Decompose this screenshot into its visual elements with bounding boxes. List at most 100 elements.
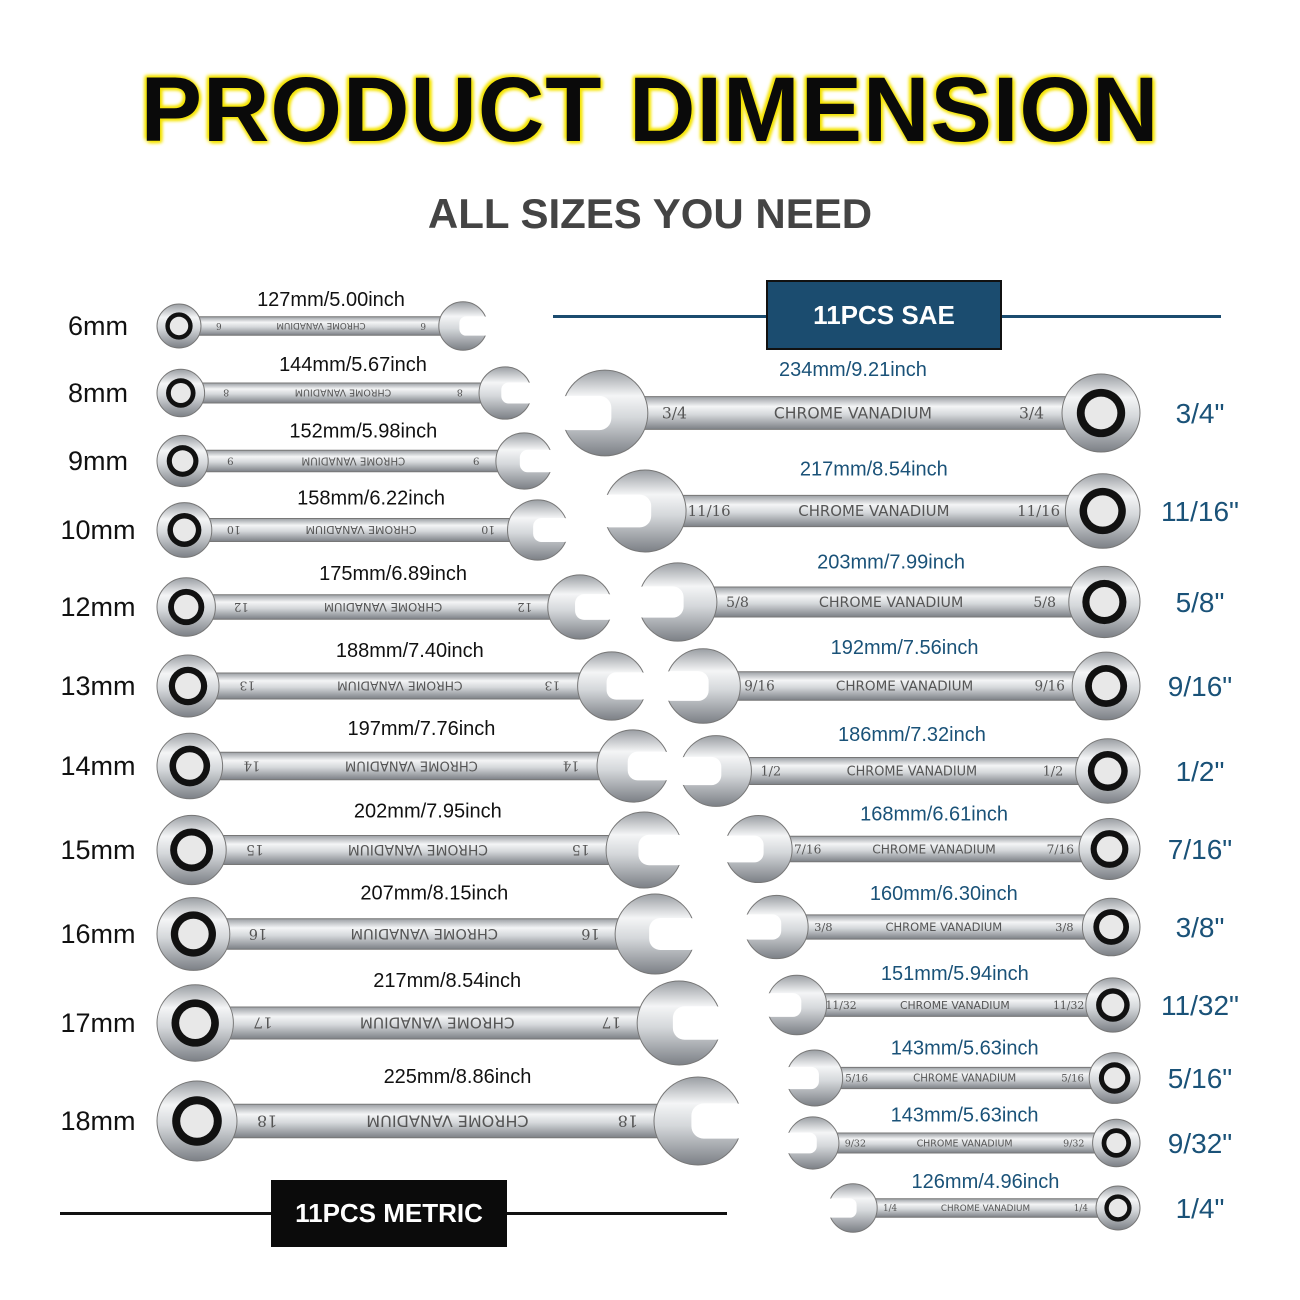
stamp-size: 13 bbox=[544, 679, 560, 694]
ring-inner bbox=[176, 752, 204, 780]
sae-wrench-9/32: CHROME VANADIUM 9/32 9/32 143mm/5.63inch 9/3… bbox=[782, 1104, 1232, 1170]
size-label: 1/2" bbox=[1176, 756, 1225, 787]
metric-wrench-9mm: CHROME VANADIUM 9 9 152mm/5.98inch 9mm bbox=[68, 420, 557, 490]
stamp-text: CHROME VANADIUM bbox=[348, 841, 488, 857]
open-end-jaw bbox=[533, 517, 573, 543]
ring-inner bbox=[169, 316, 189, 336]
page-title: PRODUCT DIMENSION bbox=[140, 59, 1160, 161]
length-label: 151mm/5.94inch bbox=[881, 963, 1029, 985]
open-end-jaw bbox=[519, 449, 557, 473]
size-label: 9/32" bbox=[1168, 1128, 1232, 1159]
stamp-text: CHROME VANADIUM bbox=[900, 999, 1010, 1012]
stamp-size: 11/32 bbox=[825, 999, 856, 1012]
stamp-text: CHROME VANADIUM bbox=[366, 1111, 528, 1130]
stamp-size: 5/16 bbox=[1061, 1074, 1084, 1085]
length-label: 168mm/6.61inch bbox=[860, 804, 1008, 826]
stamp-size: 1/2 bbox=[1043, 765, 1064, 780]
ring-inner bbox=[171, 450, 194, 472]
sae-wrench-5/8: CHROME VANADIUM 5/8 5/8 203mm/7.99inch 5/8" bbox=[632, 551, 1225, 642]
ring-inner bbox=[1101, 993, 1125, 1017]
stamp-size: 14 bbox=[244, 757, 261, 772]
sae-wrench-11/32: CHROME VANADIUM 11/32 11/32 151mm/5.94inch 1… bbox=[762, 963, 1239, 1036]
stamp-size: 3/4 bbox=[662, 404, 687, 422]
sae-wrench-11/16: CHROME VANADIUM 11/16 11/16 217mm/8.54inch 1… bbox=[597, 459, 1239, 553]
open-end-jaw bbox=[782, 1066, 819, 1090]
ring-inner bbox=[1089, 587, 1120, 617]
open-end-jaw bbox=[660, 671, 709, 701]
stamp-text: CHROME VANADIUM bbox=[295, 387, 392, 398]
metric-wrench-12mm: CHROME VANADIUM 12 12 175mm/6.89inch 12mm bbox=[60, 563, 617, 640]
size-label: 11/16" bbox=[1161, 496, 1239, 527]
stamp-size: 16 bbox=[581, 925, 600, 942]
sae-wrench-1/4: CHROME VANADIUM 1/4 1/4 126mm/4.96inch 1/4" bbox=[825, 1171, 1224, 1233]
stamp-text: CHROME VANADIUM bbox=[360, 1014, 515, 1032]
ring-inner bbox=[1099, 914, 1124, 940]
stamp-text: CHROME VANADIUM bbox=[941, 1204, 1030, 1214]
stamp-text: CHROME VANADIUM bbox=[872, 842, 996, 856]
size-label: 9/16" bbox=[1168, 671, 1232, 702]
length-label: 143mm/5.63inch bbox=[891, 1104, 1039, 1126]
stamp-size: 8 bbox=[457, 387, 463, 398]
stamp-size: 7/16 bbox=[1047, 842, 1074, 856]
ring-inner bbox=[180, 1104, 214, 1138]
metric-set-badge: 11PCS METRIC bbox=[271, 1180, 507, 1247]
size-label: 10mm bbox=[60, 515, 135, 545]
length-label: 207mm/8.15inch bbox=[360, 883, 508, 905]
stamp-text: CHROME VANADIUM bbox=[345, 757, 478, 772]
stamp-text: CHROME VANADIUM bbox=[913, 1074, 1016, 1085]
stamp-size: 3/8 bbox=[814, 920, 833, 934]
length-label: 186mm/7.32inch bbox=[838, 724, 986, 746]
stamp-text: CHROME VANADIUM bbox=[847, 765, 978, 780]
length-label: 217mm/8.54inch bbox=[373, 970, 521, 992]
size-label: 5/16" bbox=[1168, 1063, 1232, 1094]
metric-wrench-16mm: CHROME VANADIUM 16 16 207mm/8.15inch 16mm bbox=[60, 883, 702, 975]
size-label: 13mm bbox=[60, 671, 135, 701]
stamp-size: 6 bbox=[420, 320, 426, 330]
ring-inner bbox=[1108, 1198, 1128, 1218]
ring-inner bbox=[174, 672, 202, 700]
open-end-jaw bbox=[825, 1198, 857, 1218]
stamp-size: 5/16 bbox=[845, 1074, 868, 1085]
ring-inner bbox=[1103, 1067, 1126, 1089]
stamp-text: CHROME VANADIUM bbox=[301, 454, 405, 466]
open-end-jaw bbox=[782, 1132, 817, 1154]
stamp-size: 12 bbox=[234, 600, 249, 614]
stamp-size: 10 bbox=[227, 523, 241, 536]
stamp-size: 8 bbox=[223, 387, 229, 398]
stamp-size: 15 bbox=[572, 841, 590, 857]
stamp-size: 16 bbox=[249, 925, 268, 942]
stamp-size: 18 bbox=[618, 1111, 638, 1130]
size-label: 7/16" bbox=[1168, 834, 1232, 865]
sae-wrench-1/2: CHROME VANADIUM 1/2 1/2 186mm/7.32inch 1/2" bbox=[675, 724, 1224, 807]
size-label: 5/8" bbox=[1176, 587, 1225, 618]
length-label: 234mm/9.21inch bbox=[779, 359, 927, 381]
sae-wrench-9/16: CHROME VANADIUM 9/16 9/16 192mm/7.56inch 9/1… bbox=[660, 637, 1232, 724]
open-end-jaw bbox=[762, 993, 802, 1017]
stamp-size: 11/16 bbox=[1017, 502, 1060, 520]
sae-wrench-7/16: CHROME VANADIUM 7/16 7/16 168mm/6.61inch 7/1… bbox=[720, 804, 1232, 884]
stamp-size: 11/16 bbox=[688, 502, 731, 520]
ring-inner bbox=[1087, 495, 1119, 527]
open-end-jaw bbox=[649, 917, 702, 951]
open-end-jaw bbox=[606, 672, 651, 700]
stamp-text: CHROME VANADIUM bbox=[324, 600, 442, 614]
sae-wrench-5/16: CHROME VANADIUM 5/16 5/16 143mm/5.63inch 5/1… bbox=[782, 1038, 1232, 1107]
ring-inner bbox=[1106, 1133, 1127, 1153]
open-end-jaw bbox=[720, 835, 764, 863]
open-end-jaw bbox=[459, 316, 491, 336]
ring-inner bbox=[1091, 671, 1121, 701]
length-label: 152mm/5.98inch bbox=[289, 420, 437, 442]
metric-wrench-18mm: CHROME VANADIUM 18 18 225mm/8.86inch 18mm bbox=[60, 1066, 749, 1166]
size-label: 11/32" bbox=[1161, 990, 1239, 1021]
stamp-size: 17 bbox=[602, 1014, 621, 1032]
length-label: 127mm/5.00inch bbox=[257, 289, 405, 311]
ring-inner bbox=[177, 835, 207, 865]
stamp-size: 6 bbox=[216, 320, 222, 330]
stamp-text: CHROME VANADIUM bbox=[337, 679, 463, 694]
length-label: 225mm/8.86inch bbox=[384, 1066, 532, 1088]
stamp-size: 10 bbox=[481, 523, 495, 536]
length-label: 203mm/7.99inch bbox=[817, 551, 965, 573]
ring-inner bbox=[1096, 836, 1123, 862]
stamp-size: 9/16 bbox=[1034, 679, 1064, 695]
